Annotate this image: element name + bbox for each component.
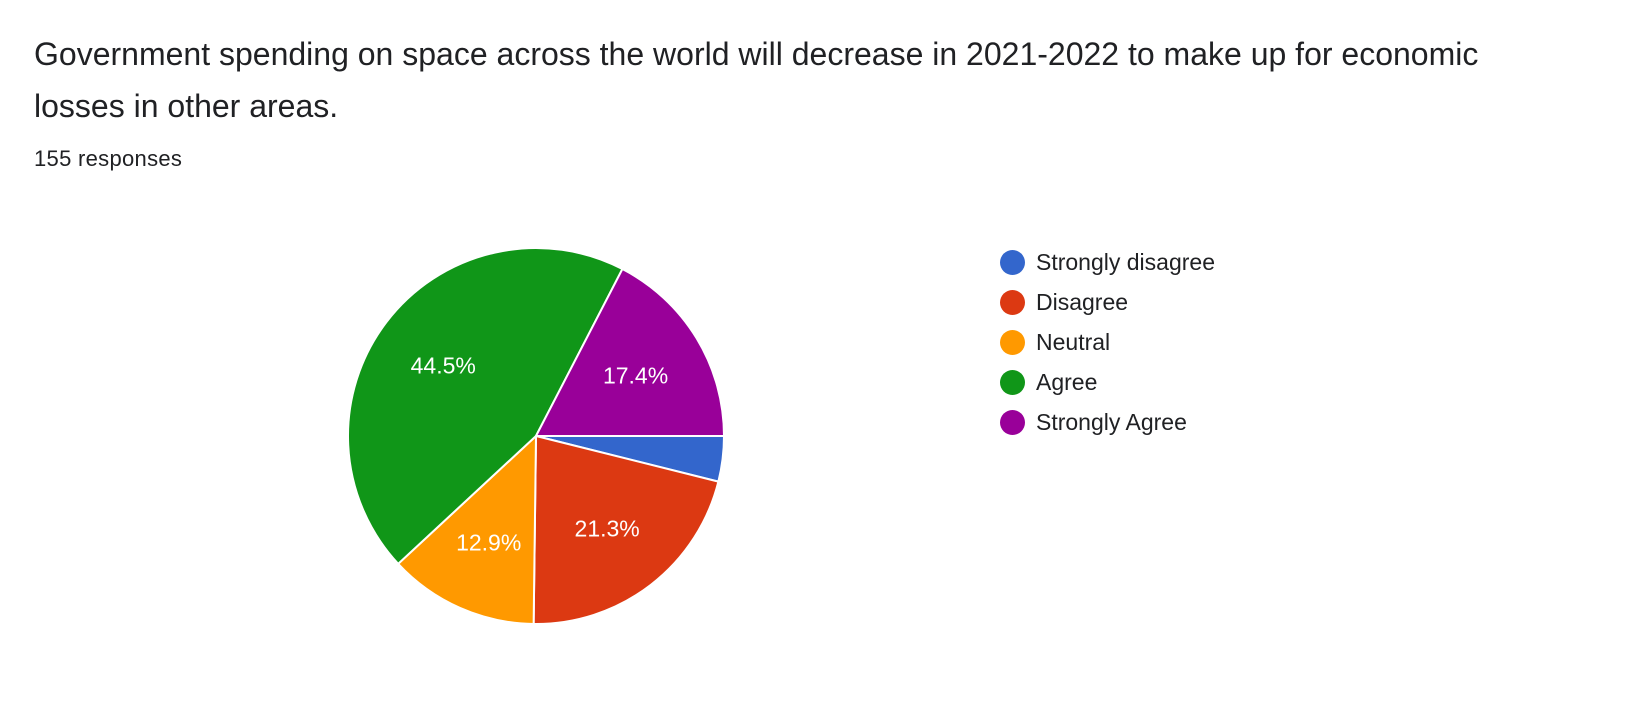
legend-label-strongly-agree: Strongly Agree bbox=[1036, 408, 1187, 435]
legend-swatch-agree bbox=[1000, 369, 1025, 395]
legend-swatch-neutral bbox=[1000, 329, 1025, 355]
legend-swatch-disagree bbox=[1000, 289, 1025, 315]
chart-legend: Strongly disagree Disagree Neutral Agree Str… bbox=[1000, 242, 1215, 442]
legend-item-strongly-disagree[interactable]: Strongly disagree bbox=[1000, 242, 1215, 282]
pie-slice-label-neutral: 12.9% bbox=[456, 530, 521, 556]
legend-label-strongly-disagree: Strongly disagree bbox=[1036, 248, 1215, 275]
legend-item-strongly-agree[interactable]: Strongly Agree bbox=[1000, 402, 1215, 442]
pie-slice-agree[interactable] bbox=[347, 247, 624, 566]
question-title: Government spending on space across the … bbox=[34, 36, 1479, 124]
response-count: 155 responses bbox=[34, 146, 183, 171]
legend-label-agree: Agree bbox=[1036, 368, 1098, 395]
pie-slice-neutral[interactable] bbox=[396, 433, 538, 625]
legend-item-agree[interactable]: Agree bbox=[1000, 362, 1215, 402]
legend-item-disagree[interactable]: Disagree bbox=[1000, 282, 1215, 322]
pie-slices bbox=[347, 247, 726, 625]
legend-swatch-strongly-agree bbox=[1000, 409, 1025, 435]
pie-slice-label-strongly-agree: 17.4% bbox=[603, 362, 668, 388]
legend-swatch-strongly-disagree bbox=[1000, 249, 1025, 275]
pie-slice-labels: 21.3% 12.9% 44.5% 17.4% bbox=[411, 352, 669, 555]
legend-label-neutral: Neutral bbox=[1036, 328, 1111, 355]
legend-item-neutral[interactable]: Neutral bbox=[1000, 322, 1215, 362]
pie-slice-label-agree: 44.5% bbox=[411, 352, 476, 378]
pie-slice-strongly-agree[interactable] bbox=[534, 267, 726, 437]
legend-label-disagree: Disagree bbox=[1036, 288, 1129, 315]
pie-slice-disagree[interactable] bbox=[532, 434, 720, 625]
pie-slice-label-disagree: 21.3% bbox=[575, 515, 640, 541]
